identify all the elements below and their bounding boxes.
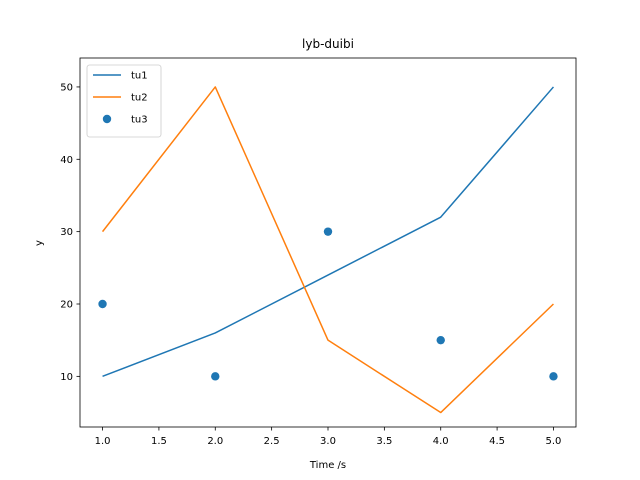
legend-swatch-tu3 bbox=[102, 114, 112, 124]
legend-label-tu2: tu2 bbox=[131, 93, 148, 104]
y-tick-label: 20 bbox=[60, 300, 73, 311]
x-tick-label: 3.5 bbox=[376, 436, 392, 447]
x-axis: 1.0 1.5 2.0 2.5 3.0 3.5 4.0 4.5 5.0 bbox=[95, 427, 562, 447]
legend-label-tu1: tu1 bbox=[131, 71, 148, 82]
data-point-tu3 bbox=[98, 299, 107, 309]
y-tick-label: 50 bbox=[60, 82, 73, 93]
data-point-tu3 bbox=[323, 227, 333, 236]
x-tick-label: 4.5 bbox=[489, 436, 505, 447]
series-line-tu2 bbox=[101, 86, 554, 414]
y-axis-label: y bbox=[34, 240, 45, 246]
data-point-tu3 bbox=[211, 372, 220, 381]
y-axis: 10 20 30 40 50 bbox=[60, 82, 80, 383]
y-tick-label: 10 bbox=[60, 372, 73, 383]
series-line-tu1 bbox=[102, 86, 555, 378]
legend-label-tu3: tu3 bbox=[131, 115, 148, 126]
chart-title: lyb-duibi bbox=[302, 37, 354, 51]
x-tick-label: 2.0 bbox=[207, 436, 223, 447]
data-point-tu3 bbox=[549, 372, 558, 381]
x-tick-label: 1.0 bbox=[95, 436, 111, 447]
legend: tu1 tu2 tu3 bbox=[86, 64, 162, 138]
x-tick-label: 5.0 bbox=[546, 436, 562, 447]
legend-box bbox=[86, 64, 162, 138]
x-tick-label: 1.5 bbox=[151, 436, 167, 447]
y-tick-label: 30 bbox=[60, 227, 73, 238]
x-axis-label: Time /s bbox=[309, 460, 346, 471]
x-tick-label: 2.5 bbox=[264, 436, 280, 447]
data-point-tu3 bbox=[436, 335, 445, 345]
y-tick-label: 40 bbox=[60, 155, 73, 166]
x-tick-label: 3.0 bbox=[320, 436, 336, 447]
plot-area bbox=[98, 86, 558, 414]
x-tick-label: 4.0 bbox=[433, 436, 449, 447]
